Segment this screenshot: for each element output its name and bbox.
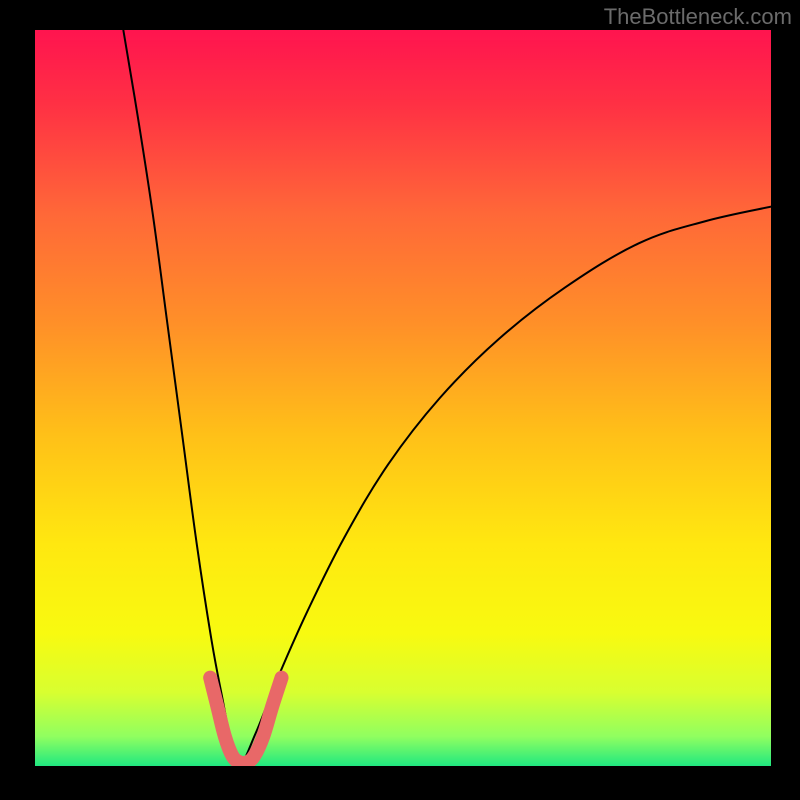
chart-svg bbox=[35, 30, 771, 766]
watermark-text: TheBottleneck.com bbox=[604, 4, 792, 30]
plot-area bbox=[35, 30, 771, 766]
gradient-background bbox=[35, 30, 771, 766]
